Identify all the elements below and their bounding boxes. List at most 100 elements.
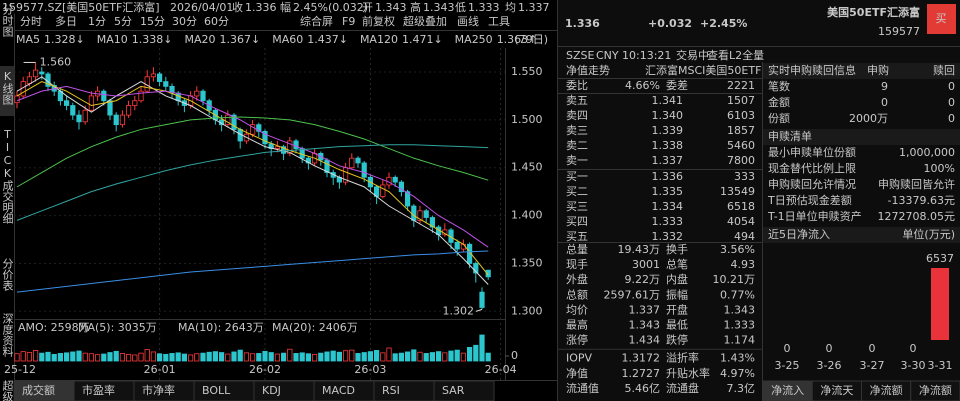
stat-value: 3001: [632, 258, 660, 271]
stat-label: 外盘: [566, 272, 588, 286]
book-level: 卖四: [566, 109, 588, 122]
indicator-tab[interactable]: 成交额: [22, 383, 55, 397]
book-volume: 1507: [727, 94, 755, 107]
row-label: T日预估现金差额: [767, 193, 852, 207]
volume-bar: [324, 351, 330, 362]
book-level: 卖二: [566, 139, 588, 152]
book-price: 1.333: [652, 215, 684, 228]
book-volume: 333: [734, 170, 755, 183]
book-level: 卖三: [566, 124, 588, 137]
buy-button[interactable]: [927, 4, 956, 34]
high-label: 1.560: [40, 55, 72, 68]
candle-body: [249, 124, 256, 135]
indicator-tab[interactable]: BOLL: [202, 384, 231, 397]
flow-tab[interactable]: 净流入: [771, 383, 804, 397]
candle-body: [262, 130, 268, 145]
candle-body: [429, 217, 436, 228]
y-tick-label: 1.550: [511, 65, 543, 78]
flow-tab[interactable]: 净流额: [919, 383, 952, 397]
candle-body: [39, 71, 45, 75]
volume-bar: [380, 352, 386, 362]
indicator-tab[interactable]: 市净率: [142, 383, 175, 397]
x-tick-label: 26-03: [354, 363, 386, 376]
volume-bar: [311, 353, 318, 362]
volume-bar: [305, 353, 312, 362]
side-tab[interactable]: 分价表: [1, 258, 14, 292]
indicator-tab[interactable]: MACD: [322, 384, 355, 397]
period-tab[interactable]: 分时: [20, 15, 42, 28]
tool-button[interactable]: 超级叠加: [403, 14, 447, 28]
candle-body: [138, 90, 144, 102]
book-volume: 6103: [727, 109, 755, 122]
side-tab-active: [0, 66, 14, 116]
side-tab[interactable]: 成交明细: [1, 180, 14, 224]
period-tab[interactable]: 5分: [114, 15, 132, 28]
status: 交易中: [676, 48, 709, 62]
buy-label[interactable]: 买: [936, 12, 947, 25]
low-pointer: [475, 308, 483, 312]
candle-body: [355, 157, 361, 164]
book-level: 买五: [566, 230, 588, 243]
flow-bar: [931, 268, 949, 340]
tool-button[interactable]: 综合屏: [300, 14, 333, 28]
period-tab[interactable]: 多日: [55, 14, 77, 28]
volume-bar: [132, 354, 138, 362]
candle-body: [466, 243, 473, 264]
book-volume: 4054: [727, 215, 755, 228]
indicator-tab[interactable]: KDJ: [262, 384, 281, 397]
nav-tab[interactable]: 净值走势: [566, 63, 610, 77]
flow-tab[interactable]: 净流天: [820, 383, 853, 397]
quote-value: 1.343: [423, 1, 455, 14]
stat-label: 跌停: [666, 333, 688, 347]
stat-value: 1.337: [629, 303, 661, 316]
volume-bar: [466, 346, 473, 362]
side-tab[interactable]: 分时图: [1, 4, 14, 38]
side-tab[interactable]: K线图: [1, 70, 14, 106]
tool-button[interactable]: 画线: [457, 14, 479, 28]
x-tick-label: 25-12: [4, 363, 36, 376]
l2-link[interactable]: 查看L2全量: [707, 48, 764, 62]
quote-label: 开: [362, 1, 373, 14]
indicator-tab[interactable]: SAR: [442, 384, 465, 397]
stat-value: 10.21万: [713, 273, 756, 286]
fund-code: 159577: [878, 25, 920, 38]
volume-bar: [82, 352, 88, 362]
ma-line: [16, 85, 489, 248]
period-tab[interactable]: 60分: [204, 15, 229, 28]
quote-label: 低: [455, 1, 466, 14]
tool-button[interactable]: F9: [342, 15, 355, 28]
candle-body: [200, 90, 206, 102]
period-tab[interactable]: 30分: [172, 15, 197, 28]
stat-value: 1.43%: [720, 352, 755, 365]
book-level: 买二: [566, 185, 588, 198]
stat-value: 9.22万: [625, 273, 661, 286]
side-tab[interactable]: 深度资料: [1, 313, 14, 358]
period-tab[interactable]: 1分: [88, 15, 106, 28]
volume-bar: [454, 349, 460, 362]
candle-body: [70, 105, 76, 116]
indicator-tab[interactable]: 市盈率: [82, 383, 115, 397]
indicator-tab-bg[interactable]: [433, 380, 495, 401]
volume-bar: [163, 353, 169, 362]
tool-button[interactable]: 前复权: [362, 14, 395, 28]
ma-line: [16, 76, 489, 285]
candle-body: [132, 100, 138, 106]
side-tab[interactable]: TICK: [1, 128, 14, 180]
row-value: 0: [948, 80, 955, 93]
book-volume: 5460: [727, 139, 755, 152]
stat-label: 流通盘: [666, 381, 699, 395]
row-value: 1,000,000: [899, 146, 955, 159]
tool-button[interactable]: 工具: [488, 15, 510, 28]
fund-full-name: 汇添富MSCI美国50ETF: [645, 63, 761, 77]
period-tab[interactable]: 15分: [140, 15, 165, 28]
row-value: 申购赎回皆允许: [878, 177, 955, 191]
side-tab[interactable]: 超级: [1, 379, 14, 401]
flow-tab[interactable]: 净流额: [870, 383, 903, 397]
volume-bar: [485, 352, 491, 362]
x-tick-label: 26-02: [249, 363, 281, 376]
flow-tab-bg[interactable]: [910, 380, 960, 401]
indicator-tab[interactable]: RSI: [382, 384, 400, 397]
row-label: 笔数: [768, 79, 790, 93]
quote-value: 2.45%(0.032): [293, 1, 368, 14]
candle-body: [76, 114, 82, 123]
